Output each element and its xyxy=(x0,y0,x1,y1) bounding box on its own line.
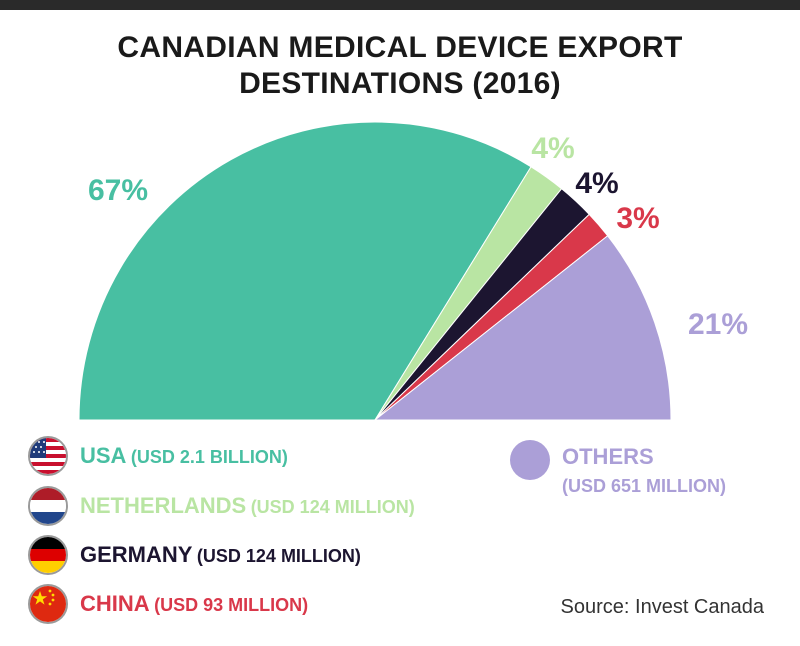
legend-label-others: OTHERS xyxy=(562,444,654,469)
title-line-1: CANADIAN MEDICAL DEVICE EXPORT xyxy=(117,31,683,64)
legend-item-china: CHINA (USD 93 MILLION) xyxy=(28,584,308,624)
slice-label-others: 21% xyxy=(688,308,748,341)
legend-item-netherlands: NETHERLANDS (USD 124 MILLION) xyxy=(28,486,415,526)
netherlands-flag-icon xyxy=(28,486,68,526)
china-flag-icon xyxy=(28,584,68,624)
title-line-2: DESTINATIONS (2016) xyxy=(239,67,561,100)
legend-item-germany: GERMANY (USD 124 MILLION) xyxy=(28,535,361,575)
legend-label-usa: USA xyxy=(80,443,127,468)
source-note: Source: Invest Canada xyxy=(560,596,764,618)
legend-label-netherlands: NETHERLANDS xyxy=(80,493,247,518)
germany-flag-icon xyxy=(28,535,68,575)
chart-title: CANADIAN MEDICAL DEVICE EXPORT DESTINATI… xyxy=(0,30,800,102)
slice-label-usa: 67% xyxy=(88,174,148,207)
usa-flag-icon xyxy=(28,436,68,476)
slice-label-netherlands: 4% xyxy=(531,132,574,165)
legend-value-usa: (USD 2.1 BILLION) xyxy=(130,447,288,467)
top-bar xyxy=(0,0,800,10)
slice-label-germany: 4% xyxy=(575,167,618,200)
legend-value-others: (USD 651 MILLION) xyxy=(562,476,727,496)
slice-others xyxy=(373,235,672,421)
legend-value-netherlands: (USD 124 MILLION) xyxy=(250,497,415,517)
legend-label-germany: GERMANY xyxy=(80,542,193,567)
legend-value-china: (USD 93 MILLION) xyxy=(154,595,309,615)
legend-label-china: CHINA xyxy=(80,591,150,616)
slice-usa xyxy=(78,121,532,421)
others-dot-icon xyxy=(510,440,550,480)
legend-value-germany: (USD 124 MILLION) xyxy=(196,546,361,566)
slice-label-china: 3% xyxy=(616,202,659,235)
legend-item-usa: USA (USD 2.1 BILLION) xyxy=(28,436,288,476)
